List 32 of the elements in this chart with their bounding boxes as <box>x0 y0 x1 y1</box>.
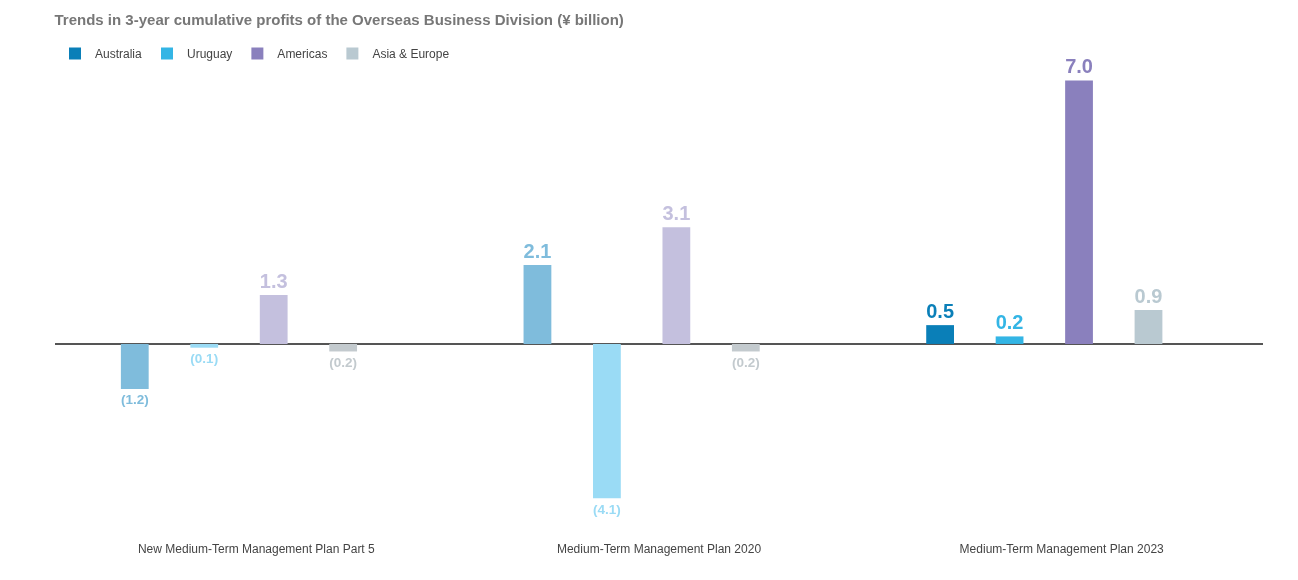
bar <box>995 336 1024 344</box>
data-label: 1.3 <box>259 269 288 292</box>
x-tick-label: Medium-Term Management Plan 2023 <box>959 542 1165 556</box>
data-label: 7.0 <box>1065 55 1093 78</box>
data-label: (4.1) <box>593 501 621 517</box>
bar <box>593 343 621 499</box>
legend-label: Australia <box>95 47 143 62</box>
x-tick-label: Medium-Term Management Plan 2020 <box>556 542 762 556</box>
bar <box>190 343 219 348</box>
data-label: 0.5 <box>926 299 954 322</box>
bar <box>1134 310 1163 344</box>
bar <box>1065 80 1093 344</box>
bar <box>662 227 691 344</box>
bar <box>731 343 760 352</box>
data-label: 0.2 <box>995 311 1024 334</box>
data-label: 3.1 <box>662 202 691 225</box>
data-label: (0.2) <box>731 354 760 370</box>
chart-title: Trends in 3-year cumulative profits of the Overseas Business Division (¥ billion) <box>54 11 624 28</box>
bar <box>523 264 552 344</box>
legend-label: Americas <box>277 47 328 62</box>
data-label: (0.1) <box>190 351 219 367</box>
bar <box>329 343 358 352</box>
data-label: 2.1 <box>523 239 552 262</box>
data-label: (1.2) <box>120 392 149 408</box>
x-tick-label: New Medium-Term Management Plan Part 5 <box>137 542 376 556</box>
bar <box>926 325 954 344</box>
bar <box>259 295 288 344</box>
legend-label: Asia & Europe <box>372 47 450 62</box>
legend-label: Uruguay <box>187 47 233 62</box>
data-label: 0.9 <box>1134 284 1163 307</box>
data-label: (0.2) <box>329 354 358 370</box>
bar <box>120 343 149 390</box>
